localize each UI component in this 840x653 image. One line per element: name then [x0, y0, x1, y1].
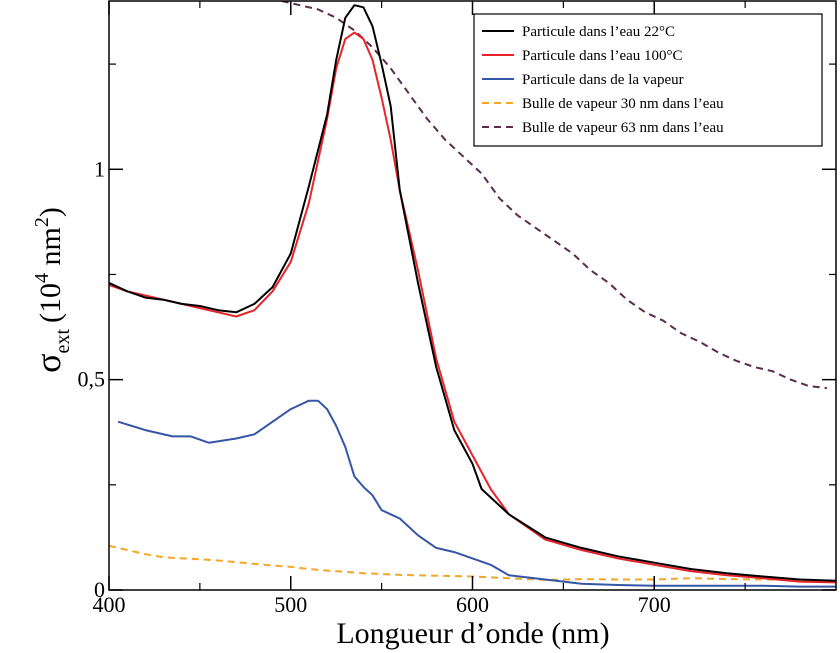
series-line-bulle-de-vapeur-63-nm-dans-l-eau — [281, 1, 828, 390]
y-tick-label: 0,5 — [78, 367, 106, 392]
series-layer — [109, 1, 836, 588]
y-tick-label: 0 — [94, 577, 105, 602]
series-line-particule-dans-l-eau-22-c — [109, 4, 836, 582]
legend-label-bulle-de-vapeur-63-nm-dans-l-eau: Bulle de vapeur 63 nm dans l’eau — [522, 120, 724, 136]
x-tick-label: 400 — [93, 592, 126, 617]
legend-label-particule-dans-l-eau-22-c: Particule dans l’eau 22°C — [522, 24, 675, 40]
y-axis-unit-exponent: 4 — [31, 273, 53, 283]
legend-label-particule-dans-l-eau-100-c: Particule dans l’eau 100°C — [522, 48, 683, 64]
ticks-layer: 400 500 600 700 0 0,5 1 — [78, 1, 836, 617]
x-axis-title: Longueur d’onde (nm) — [336, 617, 609, 650]
legend-label-particule-dans-de-la-vapeur: Particule dans de la vapeur — [522, 72, 684, 88]
legend-box — [473, 13, 823, 147]
y-axis-unit-exponent-2: 2 — [31, 217, 53, 227]
legend: Particule dans l’eau 22°C Particule dans … — [473, 13, 823, 147]
y-tick-label: 1 — [94, 156, 105, 181]
y-axis-unit-open: (10 — [34, 283, 67, 323]
legend-label-bulle-de-vapeur-30-nm-dans-l-eau: Bulle de vapeur 30 nm dans l’eau — [522, 96, 724, 112]
x-tick-label: 700 — [638, 592, 671, 617]
y-axis-subscript: ext — [52, 329, 74, 354]
x-tick-label: 600 — [456, 592, 489, 617]
series-line-particule-dans-de-la-vapeur — [117, 399, 836, 588]
x-tick-label: 500 — [274, 592, 307, 617]
y-axis-title: σext (104 nm2) — [28, 207, 74, 373]
y-axis-sigma: σ — [28, 353, 68, 372]
legend-items: Particule dans l’eau 22°C Particule dans … — [482, 24, 724, 136]
y-axis-unit-close: ) — [34, 207, 67, 217]
series-line-particule-dans-l-eau-100-c — [109, 31, 836, 584]
y-axis-unit-middle: nm — [34, 227, 67, 273]
